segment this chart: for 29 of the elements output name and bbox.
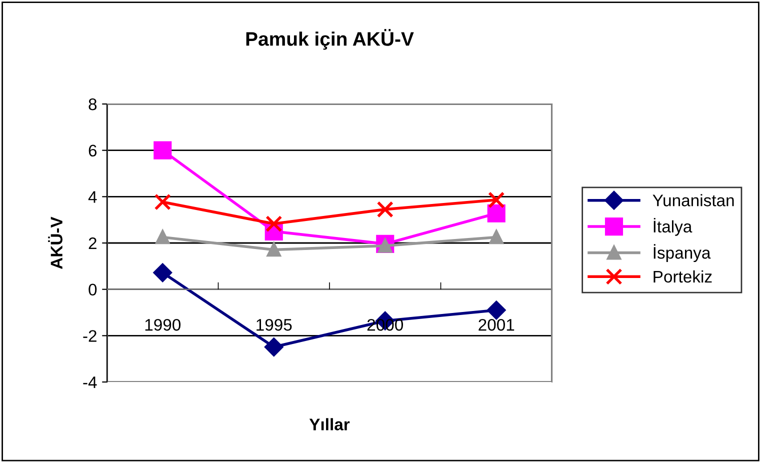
y-tick-label: -2 <box>83 330 96 342</box>
point <box>487 204 506 222</box>
y-tick-label: 2 <box>88 237 96 250</box>
point <box>489 230 504 244</box>
point <box>153 263 172 282</box>
point <box>266 242 281 257</box>
x-axis-title: Yıllar <box>309 418 350 430</box>
y-axis-title: AKÜ-V <box>48 216 62 269</box>
y-tick-label: 6 <box>88 144 97 157</box>
point <box>156 230 170 244</box>
point <box>154 141 172 160</box>
legend-label: İspanya <box>654 244 711 262</box>
point <box>488 192 505 208</box>
y-tick-label: 8 <box>88 98 97 110</box>
x-tick-label: 1990 <box>145 318 181 331</box>
x-tick-label: 2001 <box>478 318 514 331</box>
y-tick-label: -4 <box>83 376 97 388</box>
point <box>154 194 171 210</box>
legend-label: Yunanistan <box>652 194 734 206</box>
point <box>487 300 506 320</box>
y-tick-label: 4 <box>88 191 97 203</box>
point <box>264 338 284 356</box>
y-tick-label: 0 <box>88 284 97 296</box>
x-tick-label: 1995 <box>256 318 292 331</box>
legend-label: Portekiz <box>654 270 712 283</box>
legend-label: İtalya <box>654 218 692 236</box>
point <box>376 201 394 218</box>
point <box>266 215 282 232</box>
chart-title: Pamuk için AKÜ-V <box>246 29 414 50</box>
